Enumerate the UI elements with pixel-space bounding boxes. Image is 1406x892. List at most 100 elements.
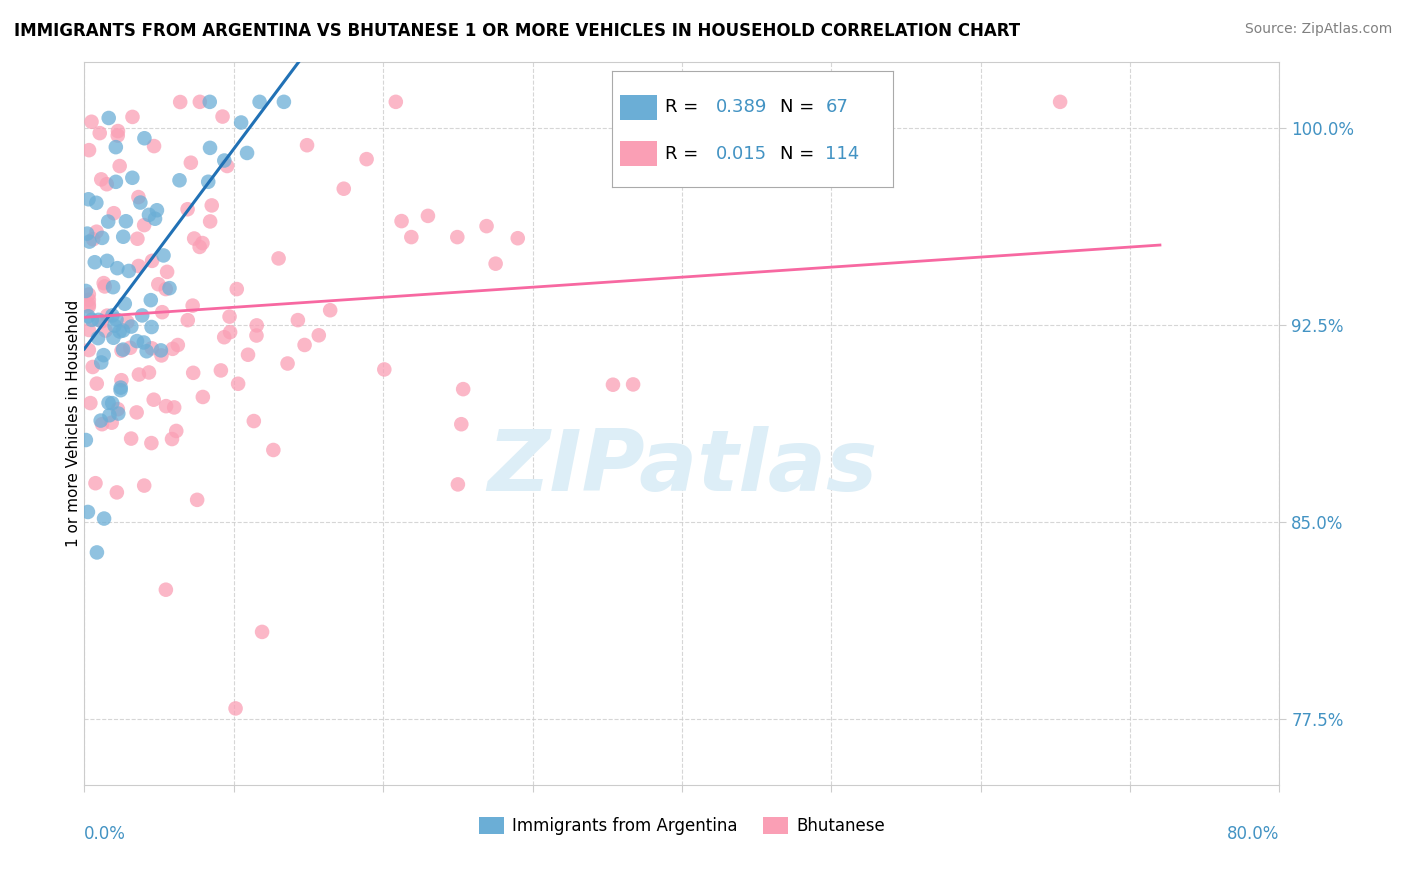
Y-axis label: 1 or more Vehicles in Household: 1 or more Vehicles in Household xyxy=(66,300,80,548)
Point xyxy=(201,198,224,212)
Point xyxy=(150,348,173,362)
Point xyxy=(110,373,132,387)
Point xyxy=(77,323,100,337)
Point xyxy=(121,170,143,185)
Point xyxy=(217,159,239,173)
Point xyxy=(90,414,112,428)
Point xyxy=(159,281,181,295)
Point xyxy=(295,138,318,153)
Point xyxy=(96,309,118,323)
Point xyxy=(373,362,395,376)
Point xyxy=(197,175,219,189)
Point xyxy=(77,192,100,206)
Point xyxy=(105,312,128,326)
Point xyxy=(155,282,177,296)
Point xyxy=(249,95,271,109)
Point xyxy=(128,368,150,382)
Point xyxy=(143,211,166,226)
Point xyxy=(214,153,236,168)
Text: 114: 114 xyxy=(825,145,859,162)
Text: 0.015: 0.015 xyxy=(716,145,766,162)
Point xyxy=(155,582,177,597)
Point xyxy=(169,95,191,109)
Point xyxy=(602,377,624,392)
Point xyxy=(77,293,100,307)
Point xyxy=(186,492,208,507)
Bar xyxy=(620,141,657,167)
Point xyxy=(198,95,221,109)
Point xyxy=(103,318,125,333)
Point xyxy=(110,383,132,397)
Point xyxy=(262,442,284,457)
Point xyxy=(84,476,107,491)
Point xyxy=(94,324,117,338)
Point xyxy=(87,313,110,327)
Text: Source: ZipAtlas.com: Source: ZipAtlas.com xyxy=(1244,22,1392,37)
Point xyxy=(165,424,187,438)
Point xyxy=(447,477,470,491)
Point xyxy=(243,414,266,428)
Point xyxy=(115,214,138,228)
Point xyxy=(446,230,468,244)
Text: ZIPatlas: ZIPatlas xyxy=(486,425,877,508)
Text: IMMIGRANTS FROM ARGENTINA VS BHUTANESE 1 OR MORE VEHICLES IN HOUSEHOLD CORRELATI: IMMIGRANTS FROM ARGENTINA VS BHUTANESE 1… xyxy=(14,22,1021,40)
Point xyxy=(294,338,316,352)
Text: 0.0%: 0.0% xyxy=(84,825,127,843)
Point xyxy=(90,172,112,186)
Point xyxy=(125,405,148,419)
Point xyxy=(188,95,211,109)
Point xyxy=(416,209,439,223)
Point xyxy=(77,287,100,301)
Point xyxy=(225,701,247,715)
Point xyxy=(225,282,247,296)
Point xyxy=(401,230,423,244)
Point xyxy=(169,173,191,187)
Point xyxy=(149,343,172,358)
Point xyxy=(131,309,153,323)
Point xyxy=(110,343,132,358)
Point xyxy=(160,432,183,446)
Point xyxy=(107,407,129,421)
Point xyxy=(212,330,235,344)
Point xyxy=(166,338,188,352)
Point xyxy=(180,155,202,169)
Point xyxy=(141,253,163,268)
Point xyxy=(93,511,115,525)
Point xyxy=(1049,95,1071,109)
Point xyxy=(118,264,141,278)
Point xyxy=(121,110,143,124)
Point xyxy=(80,313,103,327)
Point xyxy=(148,277,170,292)
Point xyxy=(77,300,100,314)
Point xyxy=(485,257,508,271)
Point xyxy=(226,376,249,391)
Point xyxy=(277,357,299,371)
Text: 0.389: 0.389 xyxy=(716,98,768,116)
Point xyxy=(104,140,127,154)
Point xyxy=(107,128,129,143)
Point xyxy=(86,195,108,210)
Point xyxy=(76,227,98,241)
Point xyxy=(138,208,160,222)
Point xyxy=(86,225,108,239)
Point xyxy=(96,253,118,268)
Point xyxy=(79,235,101,249)
Point xyxy=(450,417,472,432)
Point xyxy=(219,325,242,339)
Point xyxy=(108,159,131,173)
Point xyxy=(621,377,644,392)
Point xyxy=(100,416,122,430)
Text: 80.0%: 80.0% xyxy=(1227,825,1279,843)
Point xyxy=(105,261,128,276)
Point xyxy=(83,255,105,269)
Point xyxy=(93,276,115,290)
Point xyxy=(120,319,142,334)
Point xyxy=(125,334,148,348)
Point xyxy=(134,478,156,492)
Point xyxy=(332,182,354,196)
Point xyxy=(308,328,330,343)
Point xyxy=(139,293,162,307)
Point xyxy=(198,141,221,155)
Point xyxy=(101,396,124,410)
Point xyxy=(91,417,114,432)
